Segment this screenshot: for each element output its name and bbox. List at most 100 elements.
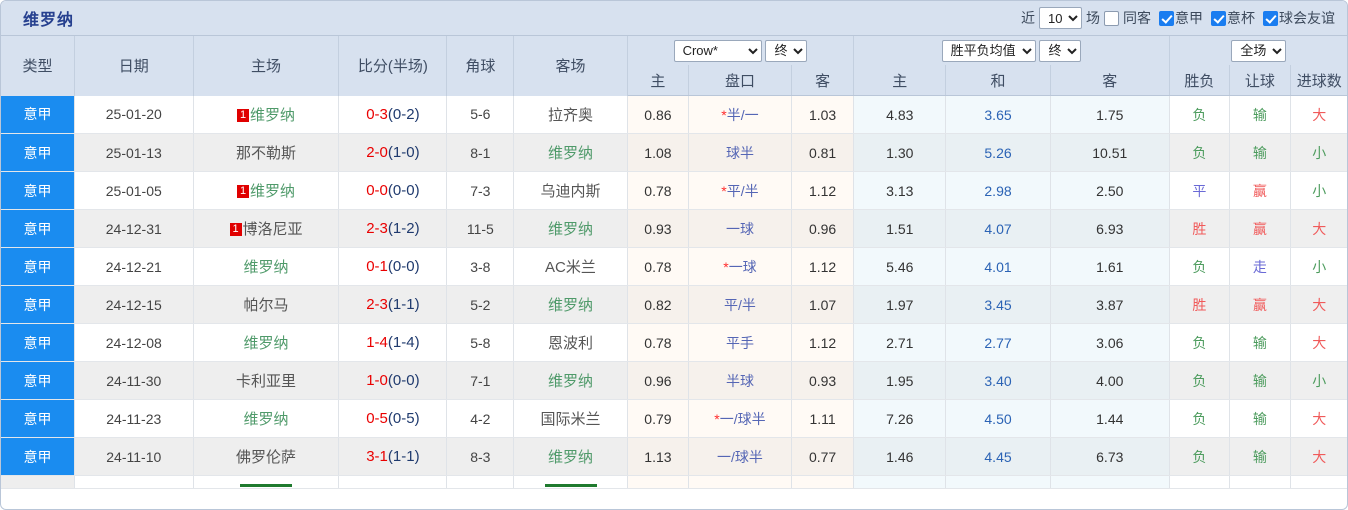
home-team-name: 卡利亚里 [236, 373, 297, 390]
home-team-name: 帕尔马 [243, 297, 289, 314]
header-x2-draw: 和 [945, 65, 1051, 96]
table-row[interactable]: 意甲 25-01-05 1 维罗纳 0-0(0-0) 7-3 乌迪内斯 0.78 *平/半 1.1… [1, 171, 1347, 210]
table-row[interactable]: 意甲 24-11-23 维罗纳 0-5(0-5) 4-2 国际米兰 0.79 *一/球半 1.1… [1, 399, 1347, 438]
away-team-name: 维罗纳 [547, 373, 593, 390]
cell-result-handicap: 赢 [1229, 285, 1291, 324]
cell-odds-home: 1.46 [853, 437, 947, 476]
cell-odds-draw: 4.50 [945, 399, 1051, 438]
cell-home-team[interactable]: 1 维罗纳 [193, 171, 340, 210]
table-row[interactable]: 意甲 24-12-08 维罗纳 1-4(1-4) 5-8 恩波利 0.78 平手 1.12 2.7… [1, 323, 1347, 362]
home-team-name: 博洛尼亚 [242, 221, 303, 238]
handicap-star-icon: * [714, 410, 720, 427]
cell-away-team[interactable]: 恩波利 [513, 323, 628, 362]
cell-home-team[interactable]: 维罗纳 [193, 323, 340, 362]
half-time-score: (1-0) [387, 144, 420, 161]
cell-score: 2-3(1-2) [338, 209, 448, 248]
recent-count-select[interactable]: 6102030 [1039, 7, 1082, 29]
table-row[interactable]: 意甲 24-12-21 维罗纳 0-1(0-0) 3-8 AC米兰 0.78 *一球 1.12 5… [1, 247, 1347, 286]
cell-result-goals: 大 [1290, 285, 1347, 324]
cell-away-team[interactable]: AC米兰 [513, 247, 628, 286]
cell-handicap-away-odds: 0.81 [791, 133, 855, 172]
filter-seriea[interactable]: 意甲 [1159, 8, 1205, 28]
bookmaker-select[interactable]: Crow*Bet365Macauslot [673, 39, 762, 62]
cell-away-team[interactable]: 维罗纳 [513, 209, 628, 248]
cell-home-team[interactable]: 1 维罗纳 [193, 95, 340, 134]
cell-date: 24-12-15 [74, 285, 194, 324]
cell-handicap-away-odds: 0.77 [791, 437, 855, 476]
odds-type-select[interactable]: 胜平负均值亚盘大小球 [941, 39, 1036, 62]
table-row[interactable]: 意甲 24-12-31 1 博洛尼亚 2-3(1-2) 11-5 维罗纳 0.93 一球 0.96… [1, 209, 1347, 248]
result-goals-value: 大 [1312, 106, 1327, 123]
table-row[interactable]: 意甲 24-11-30 卡利亚里 1-0(0-0) 7-1 维罗纳 0.96 半球 0.93 1.… [1, 361, 1347, 400]
cell-away-team[interactable]: 拉齐奥 [513, 95, 628, 134]
header-result-handicap: 让球 [1229, 65, 1291, 96]
cell-away-team[interactable]: 维罗纳 [513, 133, 628, 172]
cell-home-team[interactable]: 那不勒斯 [193, 133, 340, 172]
cell-result-winloss: 胜 [1169, 209, 1231, 248]
cell-away-team[interactable]: 维罗纳 [513, 285, 628, 324]
cell-score: 2-3(1-1) [338, 285, 448, 324]
cell-home-team[interactable]: 卡利亚里 [193, 361, 340, 400]
filter-coppa[interactable]: 意杯 [1211, 8, 1257, 28]
result-winloss-value: 胜 [1192, 296, 1207, 313]
result-winloss-value: 负 [1192, 448, 1207, 465]
cell-handicap-away-odds: 1.03 [791, 95, 855, 134]
cell-corners: 8-1 [446, 133, 515, 172]
away-team-name: AC米兰 [545, 259, 596, 276]
cell-odds-home: 7.26 [853, 399, 947, 438]
cell-odds-home: 1.97 [853, 285, 947, 324]
cell-handicap-home-odds: 0.96 [627, 361, 690, 400]
scope-select[interactable]: 全场半场 [1231, 39, 1287, 62]
cell-handicap-home-odds: 0.79 [627, 399, 690, 438]
header-away: 客场 [513, 36, 628, 96]
home-team-name: 佛罗伦萨 [236, 449, 297, 466]
result-winloss-value: 负 [1192, 410, 1207, 427]
cell-away-team[interactable]: 维罗纳 [513, 361, 628, 400]
cell-handicap-away-odds: 1.12 [791, 247, 855, 286]
cell-odds-away: 3.06 [1050, 323, 1170, 362]
checkbox-friendly[interactable] [1263, 10, 1278, 26]
header-hcp-line: 盘口 [688, 65, 792, 96]
cell-home-team[interactable]: 佛罗伦萨 [193, 437, 340, 476]
table-row[interactable]: 意甲 24-12-15 帕尔马 2-3(1-1) 5-2 维罗纳 0.82 平/半 1.07 1.… [1, 285, 1347, 324]
away-team-name: 维罗纳 [547, 449, 593, 466]
scope-selector-cell: 全场半场 [1169, 36, 1347, 65]
result-winloss-value: 胜 [1192, 220, 1207, 237]
cell-home-team[interactable]: 1 博洛尼亚 [193, 209, 340, 248]
cell-result-goals: 小 [1290, 133, 1347, 172]
cell-away-team[interactable]: 国际米兰 [513, 399, 628, 438]
result-handicap-value: 赢 [1252, 220, 1267, 237]
cell-home-team[interactable]: 帕尔马 [193, 285, 340, 324]
half-time-score: (1-2) [387, 220, 420, 237]
cell-home-team[interactable]: 维罗纳 [193, 247, 340, 286]
cell-home-team[interactable]: 维罗纳 [193, 399, 340, 438]
away-team-name: 乌迪内斯 [540, 183, 601, 200]
cell-away-team[interactable]: 乌迪内斯 [513, 171, 628, 210]
cell-odds-away: 10.51 [1050, 133, 1170, 172]
table-row[interactable]: 意甲 25-01-13 那不勒斯 2-0(1-0) 8-1 维罗纳 1.08 球半 0.81 1.… [1, 133, 1347, 172]
cell-handicap-away-odds: 0.96 [791, 209, 855, 248]
same-away-checkbox[interactable] [1104, 10, 1119, 26]
filter-friendly[interactable]: 球会友谊 [1263, 8, 1337, 28]
cell-odds-draw: 2.77 [945, 323, 1051, 362]
table-row[interactable]: 意甲 24-11-10 佛罗伦萨 3-1(1-1) 8-3 维罗纳 1.13 一/球半 0.77… [1, 437, 1347, 476]
cell-odds-away: 1.44 [1050, 399, 1170, 438]
clipped-next-row [1, 476, 1347, 489]
odds-phase-select[interactable]: 初终 [1039, 39, 1082, 62]
header-hcp-home: 主 [627, 65, 690, 96]
match-history-table: 类型 日期 主场 比分(半场) 角球 客场 Crow*Bet365Macausl… [1, 36, 1347, 476]
result-goals-value: 小 [1312, 144, 1327, 161]
table-row[interactable]: 意甲 25-01-20 1 维罗纳 0-3(0-2) 5-6 拉齐奥 0.86 *半/一 1.03… [1, 95, 1347, 134]
full-time-score: 1-4 [366, 334, 388, 351]
checkbox-seriea[interactable] [1159, 10, 1174, 26]
cell-date: 25-01-20 [74, 95, 194, 134]
cell-handicap-line: *半/一 [688, 95, 792, 134]
toolbar: 维罗纳 近 6102030 场 同客 意甲 意杯 球会友谊 [1, 1, 1347, 36]
cell-away-team[interactable]: 维罗纳 [513, 437, 628, 476]
cell-result-handicap: 输 [1229, 399, 1291, 438]
header-home: 主场 [193, 36, 340, 96]
handicap-phase-select[interactable]: 初终 [765, 39, 808, 62]
cell-corners: 5-8 [446, 323, 515, 362]
checkbox-coppa[interactable] [1211, 10, 1226, 26]
